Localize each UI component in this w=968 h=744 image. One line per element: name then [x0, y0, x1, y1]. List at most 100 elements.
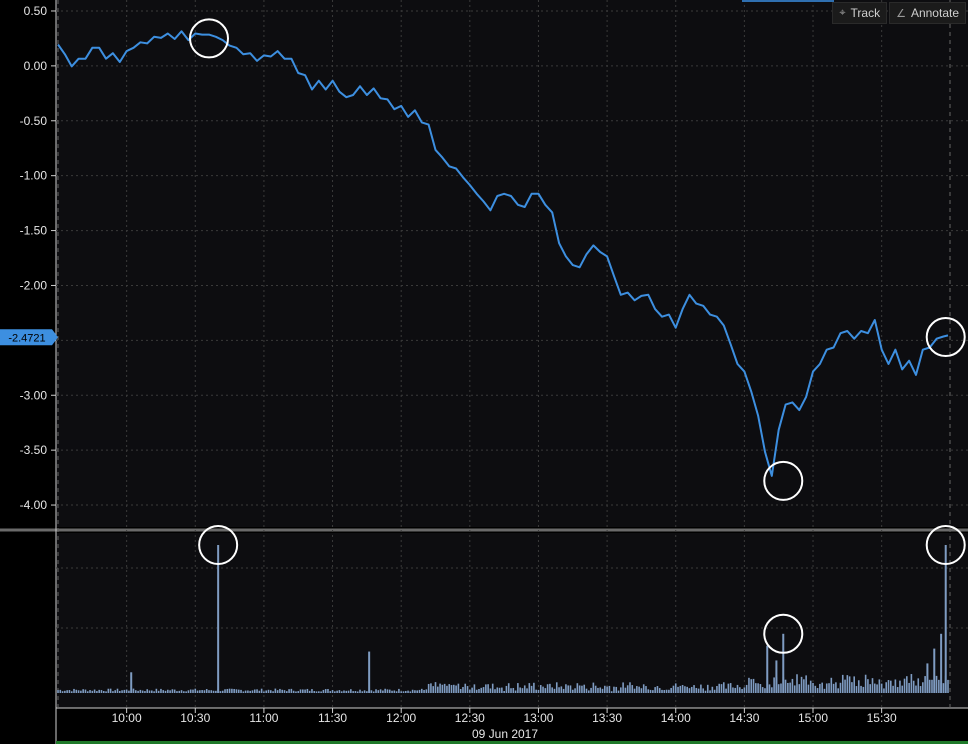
volume-bar: [322, 689, 325, 693]
volume-bar: [709, 690, 711, 693]
volume-bar: [528, 683, 531, 693]
volume-bar: [475, 689, 478, 693]
volume-bar: [535, 689, 537, 693]
volume-bar: [837, 688, 839, 693]
volume-bar: [585, 688, 588, 693]
volume-bar: [741, 688, 743, 693]
volume-bar: [539, 685, 542, 693]
volume-bar: [157, 690, 160, 693]
volume-bar: [98, 689, 100, 693]
volume-bar: [434, 682, 437, 693]
volume-bar: [800, 676, 803, 693]
volume-spike-bar: [217, 545, 220, 693]
chart-toolbar: ⌖ Track ∠ Annotate: [832, 2, 966, 24]
volume-bar: [487, 684, 489, 693]
volume-bar: [899, 680, 901, 693]
volume-bar: [80, 690, 82, 693]
volume-bar: [686, 686, 688, 693]
volume-bar: [917, 678, 920, 693]
annotation-circle[interactable]: [198, 525, 239, 565]
volume-bar: [906, 676, 908, 693]
volume-bar: [569, 685, 572, 693]
volume-bar: [402, 691, 405, 693]
volume-bar: [830, 677, 833, 693]
y-tick-label: -3.00: [20, 388, 48, 402]
volume-bar: [311, 689, 313, 693]
volume-bar: [205, 689, 208, 693]
annotation-circle[interactable]: [925, 317, 966, 358]
volume-bar: [313, 691, 316, 693]
volume-bar: [702, 688, 704, 693]
volume-bar: [565, 684, 567, 693]
volume-bar: [928, 679, 931, 693]
volume-bar: [244, 690, 247, 693]
volume-bar: [418, 689, 421, 693]
volume-bar: [610, 691, 613, 693]
volume-bar: [356, 691, 359, 693]
volume-bar: [267, 689, 270, 693]
x-tick-label: 10:30: [180, 711, 210, 725]
volume-bar: [745, 684, 748, 693]
volume-bar: [526, 688, 528, 693]
x-tick-label: 15:30: [867, 711, 897, 725]
volume-bar: [652, 690, 654, 693]
volume-bar: [688, 688, 691, 693]
volume-bar: [512, 687, 515, 693]
volume-bar: [235, 689, 238, 693]
volume-bar: [743, 687, 746, 693]
volume-spike-bar: [775, 660, 778, 693]
volume-bar: [212, 690, 215, 693]
volume-bar: [574, 688, 576, 693]
annotate-button[interactable]: ∠ Annotate: [889, 2, 966, 24]
volume-bar: [862, 686, 865, 693]
volume-bar: [867, 679, 869, 693]
volume-bar: [803, 679, 805, 693]
volume-bar: [109, 688, 112, 693]
volume-bar: [919, 686, 922, 693]
volume-bar: [340, 691, 343, 693]
volume-bar: [386, 689, 389, 693]
volume-bar: [219, 691, 222, 693]
volume-bar: [871, 678, 874, 693]
track-button[interactable]: ⌖ Track: [832, 2, 888, 24]
annotation-circle[interactable]: [763, 613, 804, 654]
volume-bar: [274, 688, 277, 693]
volume-bar: [144, 691, 146, 693]
volume-bar: [729, 683, 732, 693]
volume-bar: [233, 688, 235, 693]
annotation-circle[interactable]: [189, 18, 230, 59]
volume-bar: [253, 689, 256, 693]
volume-bar: [732, 687, 734, 693]
volume-bar: [269, 690, 272, 693]
volume-bar: [576, 683, 579, 693]
volume-bar: [704, 690, 707, 693]
volume-spike-bar: [933, 648, 936, 693]
volume-bar: [96, 691, 98, 693]
volume-bar: [684, 686, 686, 693]
volume-bar: [674, 683, 677, 693]
volume-bar: [631, 685, 634, 693]
volume-bar: [823, 688, 826, 693]
volume-bar: [755, 683, 757, 693]
annotation-circle[interactable]: [925, 525, 966, 565]
volume-bar: [663, 690, 666, 693]
volume-bar: [215, 690, 217, 693]
volume-bar: [471, 687, 473, 693]
volume-bar: [638, 686, 640, 693]
y-tick-label: -0.50: [20, 114, 48, 128]
volume-bar: [379, 689, 382, 693]
volume-bar: [155, 688, 158, 693]
volume-bar: [363, 690, 366, 693]
volume-bar: [922, 682, 924, 693]
volume-bar: [890, 680, 892, 693]
volume-bar: [187, 690, 190, 693]
volume-bar: [761, 687, 764, 693]
volume-bar: [251, 690, 254, 693]
volume-bar: [105, 691, 107, 693]
annotation-circle[interactable]: [763, 460, 804, 501]
volume-bar: [302, 689, 304, 693]
volume-bar: [151, 690, 153, 693]
volume-bar: [553, 688, 556, 693]
